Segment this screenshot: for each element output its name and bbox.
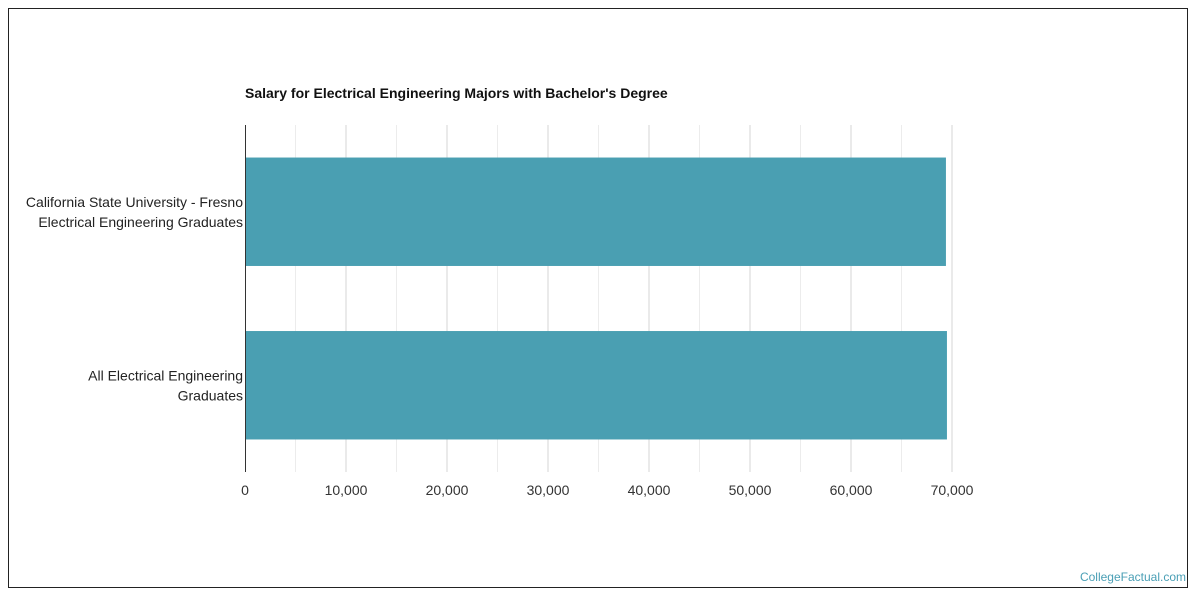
x-tick-label: 20,000: [426, 482, 469, 498]
bar: [245, 331, 947, 440]
chart-title: Salary for Electrical Engineering Majors…: [245, 85, 668, 101]
bar: [245, 157, 946, 266]
x-tick-label: 40,000: [628, 482, 671, 498]
x-tick-label: 10,000: [325, 482, 368, 498]
category-label-line: Graduates: [178, 387, 243, 403]
chart-frame: [8, 8, 1188, 588]
x-tick-label: 60,000: [830, 482, 873, 498]
x-tick-label: 30,000: [527, 482, 570, 498]
category-label-line: California State University - Fresno: [26, 194, 243, 210]
category-label-line: Electrical Engineering Graduates: [38, 214, 243, 230]
footer-credit-link[interactable]: CollegeFactual.com: [1079, 570, 1186, 584]
x-tick-label: 0: [241, 482, 249, 498]
x-tick-label: 50,000: [729, 482, 772, 498]
x-tick-label: 70,000: [931, 482, 974, 498]
category-label-line: All Electrical Engineering: [88, 367, 243, 383]
category-label: All Electrical Engineering Graduates: [88, 367, 243, 403]
category-label: California State University - Fresno Elec…: [26, 194, 243, 230]
